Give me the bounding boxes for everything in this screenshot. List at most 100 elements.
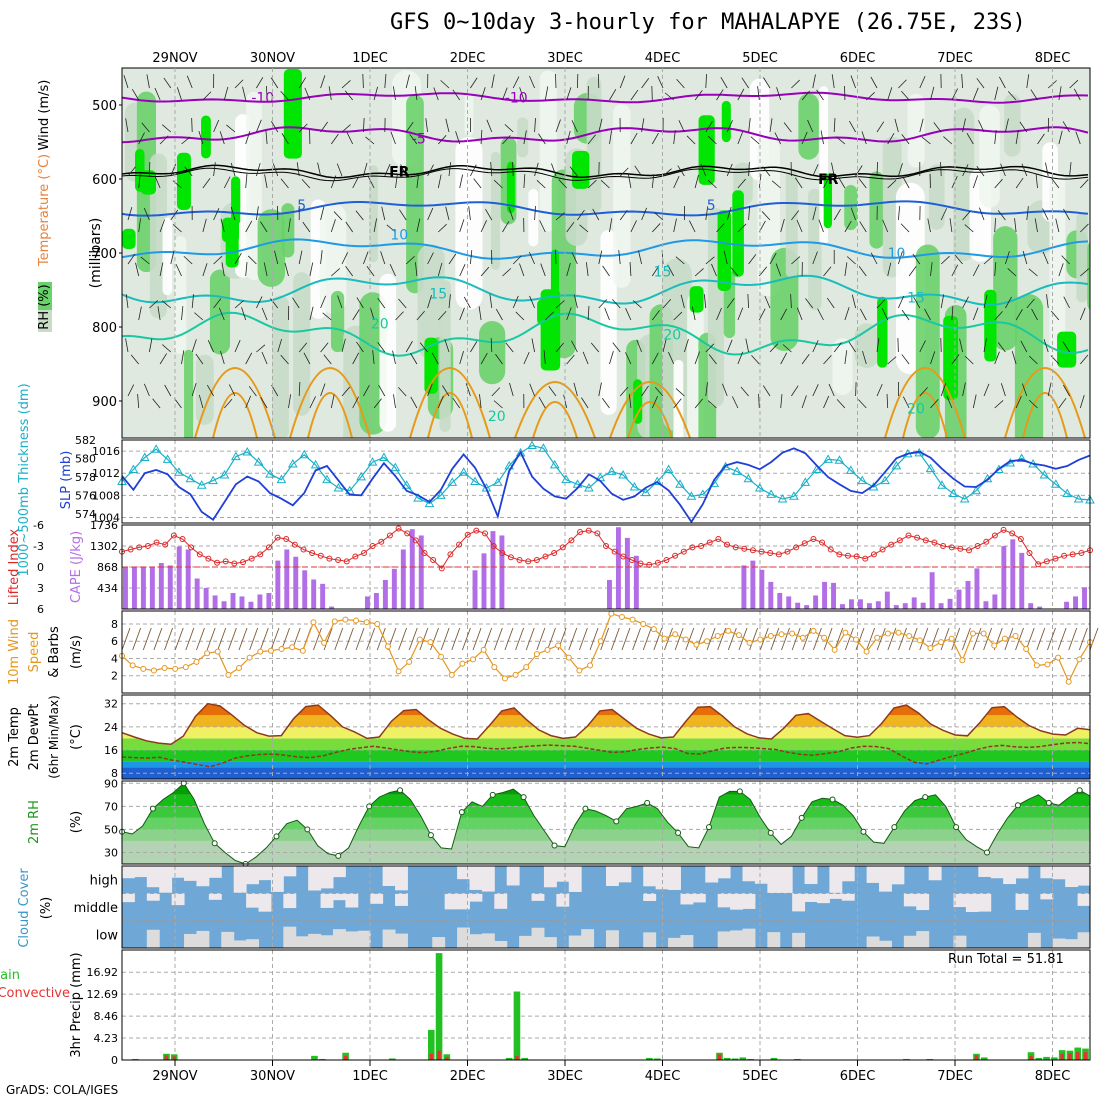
wind-barb <box>983 256 993 265</box>
wind-barb <box>280 178 289 189</box>
lifted-index-point <box>352 553 359 560</box>
wind-barb <box>1015 395 1022 409</box>
cloud-clear-high <box>332 866 346 878</box>
wind-speed-point <box>555 642 562 649</box>
thickness-point <box>663 464 674 474</box>
precip-total-bar <box>794 1058 801 1060</box>
wind-barb <box>780 308 788 321</box>
wind-barb-10m <box>759 627 769 651</box>
wind-barb <box>826 297 835 309</box>
rh-band <box>953 107 975 261</box>
cape-frame <box>121 524 1091 610</box>
wind-barb <box>280 91 289 101</box>
wind-barb <box>405 340 413 353</box>
wind-barb-10m <box>142 627 152 651</box>
wind-barb <box>807 119 814 133</box>
wind-speed-point <box>725 627 732 634</box>
cape-bar <box>499 535 505 609</box>
thickness-point <box>811 464 822 474</box>
temp-contour-minus10 <box>122 91 1089 104</box>
thickness-point <box>379 452 389 462</box>
wind-barb <box>437 395 444 409</box>
wind-barb <box>162 344 172 353</box>
wind-barb <box>876 162 878 177</box>
rh-band <box>662 258 692 432</box>
lifted-index-point <box>568 537 575 544</box>
wind-barb <box>972 307 979 321</box>
wind-barb <box>667 264 675 277</box>
wind-barb <box>395 311 404 321</box>
cloud-clear-middle <box>903 893 917 907</box>
cape-bar <box>759 569 765 609</box>
wind-barb <box>632 300 642 309</box>
wind-barb <box>470 77 478 89</box>
wind-barb <box>1073 88 1081 101</box>
wind-speed-point <box>640 620 647 627</box>
wind-barb <box>940 208 948 221</box>
wind-barb <box>652 223 661 233</box>
cloud-clear-low <box>146 929 160 948</box>
rh-band <box>907 93 925 168</box>
wind-barb <box>1020 340 1028 353</box>
wind-barb <box>1063 296 1070 309</box>
wind-barb <box>707 400 717 409</box>
rh-band <box>528 189 539 247</box>
wind-barb-10m <box>887 627 897 651</box>
lifted-index-point <box>205 555 212 562</box>
wind-barb <box>490 338 493 353</box>
wind-barb-10m <box>961 627 971 651</box>
lifted-index-point <box>957 545 964 552</box>
wind-barb <box>887 179 897 189</box>
wind-speed-point <box>938 639 945 646</box>
x-tick-label-top: 7DEC <box>937 51 973 66</box>
wind-barb <box>543 350 546 365</box>
wind-barb <box>651 352 659 365</box>
lifted-index-point <box>966 547 972 554</box>
wind-barb <box>913 296 921 309</box>
wind-barb <box>352 309 360 321</box>
rh-band <box>979 105 1000 208</box>
wind-barb <box>512 162 514 177</box>
wind-barb <box>346 132 354 145</box>
wind-barb <box>1063 208 1070 221</box>
wind-barb <box>245 174 248 189</box>
wind-speed-point <box>1001 635 1008 642</box>
wind-barb <box>538 396 546 409</box>
wind-barb <box>796 307 803 321</box>
wind-barb-10m <box>813 627 822 651</box>
cloud-clear-low <box>643 932 657 948</box>
wind-barb <box>791 256 801 265</box>
lifted-index-point <box>231 560 238 567</box>
wind-barb <box>234 339 241 353</box>
contour-label: -10 <box>505 91 528 107</box>
footer-credit: GrADS: COLA/IGES <box>6 1083 119 1097</box>
cape-bar <box>203 588 209 609</box>
wind-barb <box>668 351 675 365</box>
precip-convective-bar <box>717 1054 722 1060</box>
cape-bar <box>472 570 478 609</box>
wind-speed-point <box>321 639 328 646</box>
wind-barb-10m <box>206 627 216 651</box>
temp-contour-warm-inner <box>627 401 673 438</box>
wind-speed-point <box>714 633 721 640</box>
wind-barb <box>161 300 172 309</box>
thickness-point <box>891 460 902 470</box>
wind-barb <box>1015 177 1024 189</box>
lifted-index-point <box>369 543 376 549</box>
wind-barb <box>265 130 268 145</box>
thickness-point <box>629 482 640 491</box>
lifted-index-point <box>456 541 463 548</box>
rh-band <box>600 229 617 415</box>
rh-core <box>698 115 715 185</box>
wind-barb <box>202 263 208 277</box>
cloud-clear-middle <box>556 893 570 907</box>
wind-barb <box>381 206 386 221</box>
rh-band <box>455 136 483 310</box>
precip-legend-convective: Convective <box>0 986 70 1001</box>
wind-barb <box>612 299 621 309</box>
wind-barb <box>378 384 386 397</box>
lifted-index-point <box>162 541 169 548</box>
wind-barb <box>737 178 746 189</box>
wind-speed-point <box>172 665 179 672</box>
wind-barb <box>213 119 220 133</box>
